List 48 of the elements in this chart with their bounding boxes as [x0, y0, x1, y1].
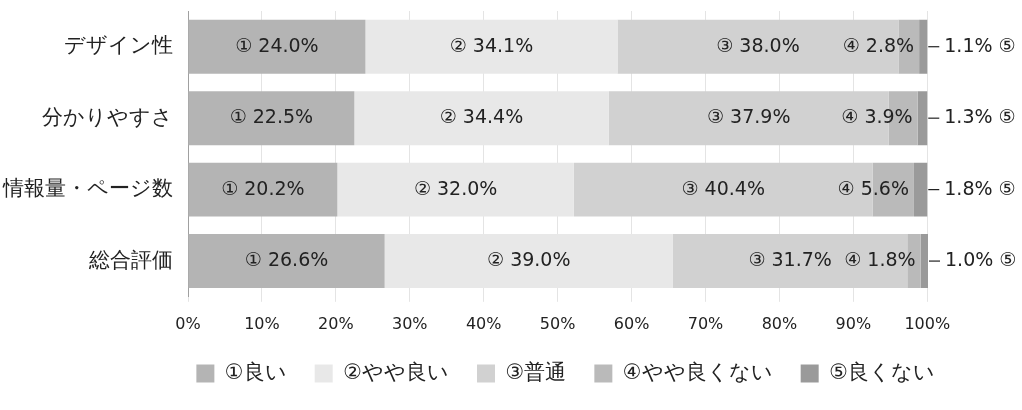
data-label: ③ 37.9% — [707, 105, 791, 128]
y-tick-label: デザイン性 — [64, 33, 173, 58]
legend-label: ④やや良くない — [622, 359, 773, 384]
bar — [917, 91, 928, 146]
bar — [920, 234, 928, 289]
x-tick-label: 100% — [904, 313, 951, 333]
data-label: ② 32.0% — [413, 176, 498, 199]
x-tick-label: 60% — [613, 313, 650, 333]
data-label: ③ 31.7% — [748, 248, 832, 271]
x-tick-label: 30% — [392, 313, 428, 333]
data-label: ② 39.0% — [487, 248, 571, 271]
data-label: 1.0% ⑤ — [945, 248, 1017, 271]
legend-label: ②やや良い — [343, 359, 450, 384]
data-label: ② 34.1% — [449, 33, 534, 56]
y-tick-label: 情報量・ページ数 — [2, 176, 173, 201]
data-label: ④ 2.8% — [842, 33, 915, 56]
data-label: ① 20.2% — [221, 176, 305, 199]
x-tick-label: 20% — [318, 313, 354, 333]
bar — [919, 19, 928, 74]
x-tick-label: 50% — [539, 313, 576, 333]
data-label: ④ 5.6% — [837, 176, 909, 199]
x-tick-label: 80% — [761, 313, 798, 333]
x-tick-label: 40% — [465, 313, 502, 333]
bar — [188, 91, 355, 146]
legend-label: ①良い — [224, 359, 287, 384]
bar — [188, 19, 366, 74]
data-label: 1.3% ⑤ — [944, 105, 1016, 128]
bar — [188, 162, 338, 217]
data-label: ① 26.6% — [244, 248, 329, 271]
y-tick-label: 分かりやすさ — [42, 104, 173, 129]
data-label: 1.1% ⑤ — [944, 33, 1016, 56]
data-label: ② 34.4% — [439, 105, 524, 128]
x-tick-label: 10% — [244, 313, 280, 333]
x-tick-label: 70% — [687, 313, 724, 333]
data-label: ① 24.0% — [235, 33, 319, 56]
data-label: 1.8% ⑤ — [944, 176, 1016, 199]
y-tick-label: 総合評価 — [88, 247, 173, 272]
data-label: ④ 3.9% — [841, 105, 913, 128]
data-label: ③ 40.4% — [681, 176, 765, 199]
data-label: ① 22.5% — [229, 105, 314, 128]
x-tick-label: 0% — [175, 313, 201, 333]
data-label: ④ 1.8% — [844, 248, 916, 271]
bar — [913, 162, 928, 217]
legend-label: ③普通 — [505, 359, 567, 384]
legend-label: ⑤良くない — [829, 359, 935, 384]
data-label: ③ 38.0% — [716, 33, 800, 56]
bar — [188, 234, 385, 289]
x-tick-label: 90% — [835, 313, 872, 333]
